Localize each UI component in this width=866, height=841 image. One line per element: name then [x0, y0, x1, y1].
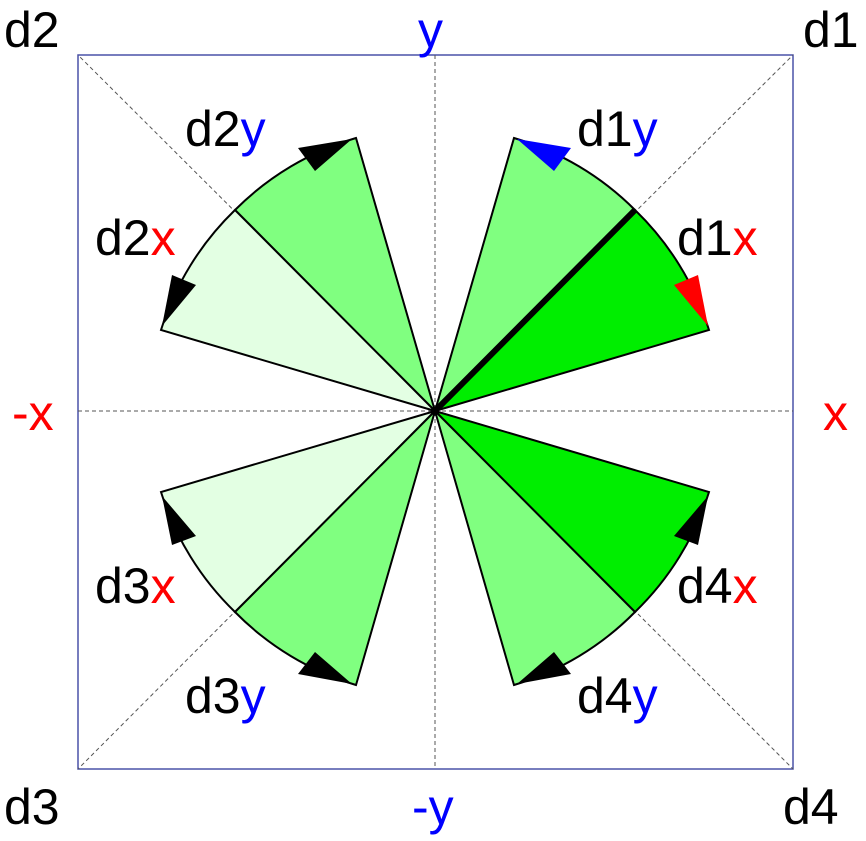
- sector-label-d4y: d4y: [577, 668, 658, 724]
- sector-label-d3x: d3x: [95, 558, 176, 614]
- axis-label-pos-x: x: [823, 385, 848, 441]
- sector-label-d2x: d2x: [95, 210, 176, 266]
- d1-diagonal-emphasis: [432, 207, 638, 414]
- axis-label-pos-y: y: [418, 2, 443, 58]
- arrow-d4y-icon: [517, 652, 571, 684]
- sector-label-d3y: d3y: [185, 668, 266, 724]
- corner-label-d2: d2: [4, 2, 60, 58]
- axis-label-neg-x: -x: [12, 385, 54, 441]
- arrow-d2y-icon: [298, 139, 352, 171]
- arrow-d3x-icon: [162, 496, 196, 545]
- axis-label-neg-y: -y: [412, 779, 454, 835]
- sector-label-d4x: d4x: [677, 558, 758, 614]
- corner-label-d3: d3: [4, 779, 60, 835]
- sector-label-d1x: d1x: [677, 210, 758, 266]
- arrowheads: [162, 139, 708, 684]
- arrow-d3y-icon: [298, 652, 352, 684]
- sector-label-d1y: d1y: [577, 101, 658, 157]
- corner-label-d4: d4: [783, 779, 839, 835]
- corner-label-d1: d1: [803, 2, 859, 58]
- arrow-d1x-icon: [674, 275, 708, 326]
- arrow-d2x-icon: [162, 275, 196, 326]
- sector-label-d2y: d2y: [185, 101, 266, 157]
- arrow-d4x-icon: [674, 496, 708, 545]
- arrow-d1y-icon: [517, 139, 571, 171]
- origin-point: [432, 408, 438, 414]
